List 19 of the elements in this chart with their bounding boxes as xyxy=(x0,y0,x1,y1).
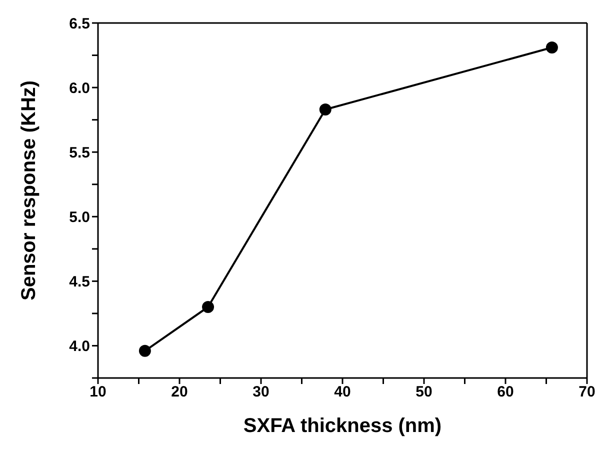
point xyxy=(138,344,151,357)
y-tick-label: 6.5 xyxy=(69,15,90,32)
x-axis-title: SXFA thickness (nm) xyxy=(243,415,442,437)
x-tick-label: 20 xyxy=(171,384,188,401)
x-tick-label: 50 xyxy=(416,384,432,401)
x-tick-label: 60 xyxy=(497,384,514,401)
x-tick-label: 10 xyxy=(90,384,106,401)
x-tick-label: 40 xyxy=(334,384,351,401)
y-axis-title: Sensor response (KHz) xyxy=(18,80,40,300)
y-tick-label: 5.0 xyxy=(69,208,90,226)
x-tick-label: 70 xyxy=(578,384,596,401)
x-tick-label: 30 xyxy=(252,384,270,401)
y-tick-label: 4.5 xyxy=(69,274,90,291)
point xyxy=(202,301,214,313)
point xyxy=(319,103,332,116)
y-tick-label: 6.0 xyxy=(69,80,90,97)
y-tick-label: 4.0 xyxy=(69,338,90,356)
point xyxy=(546,42,558,54)
y-tick-label: 5.5 xyxy=(69,144,90,162)
